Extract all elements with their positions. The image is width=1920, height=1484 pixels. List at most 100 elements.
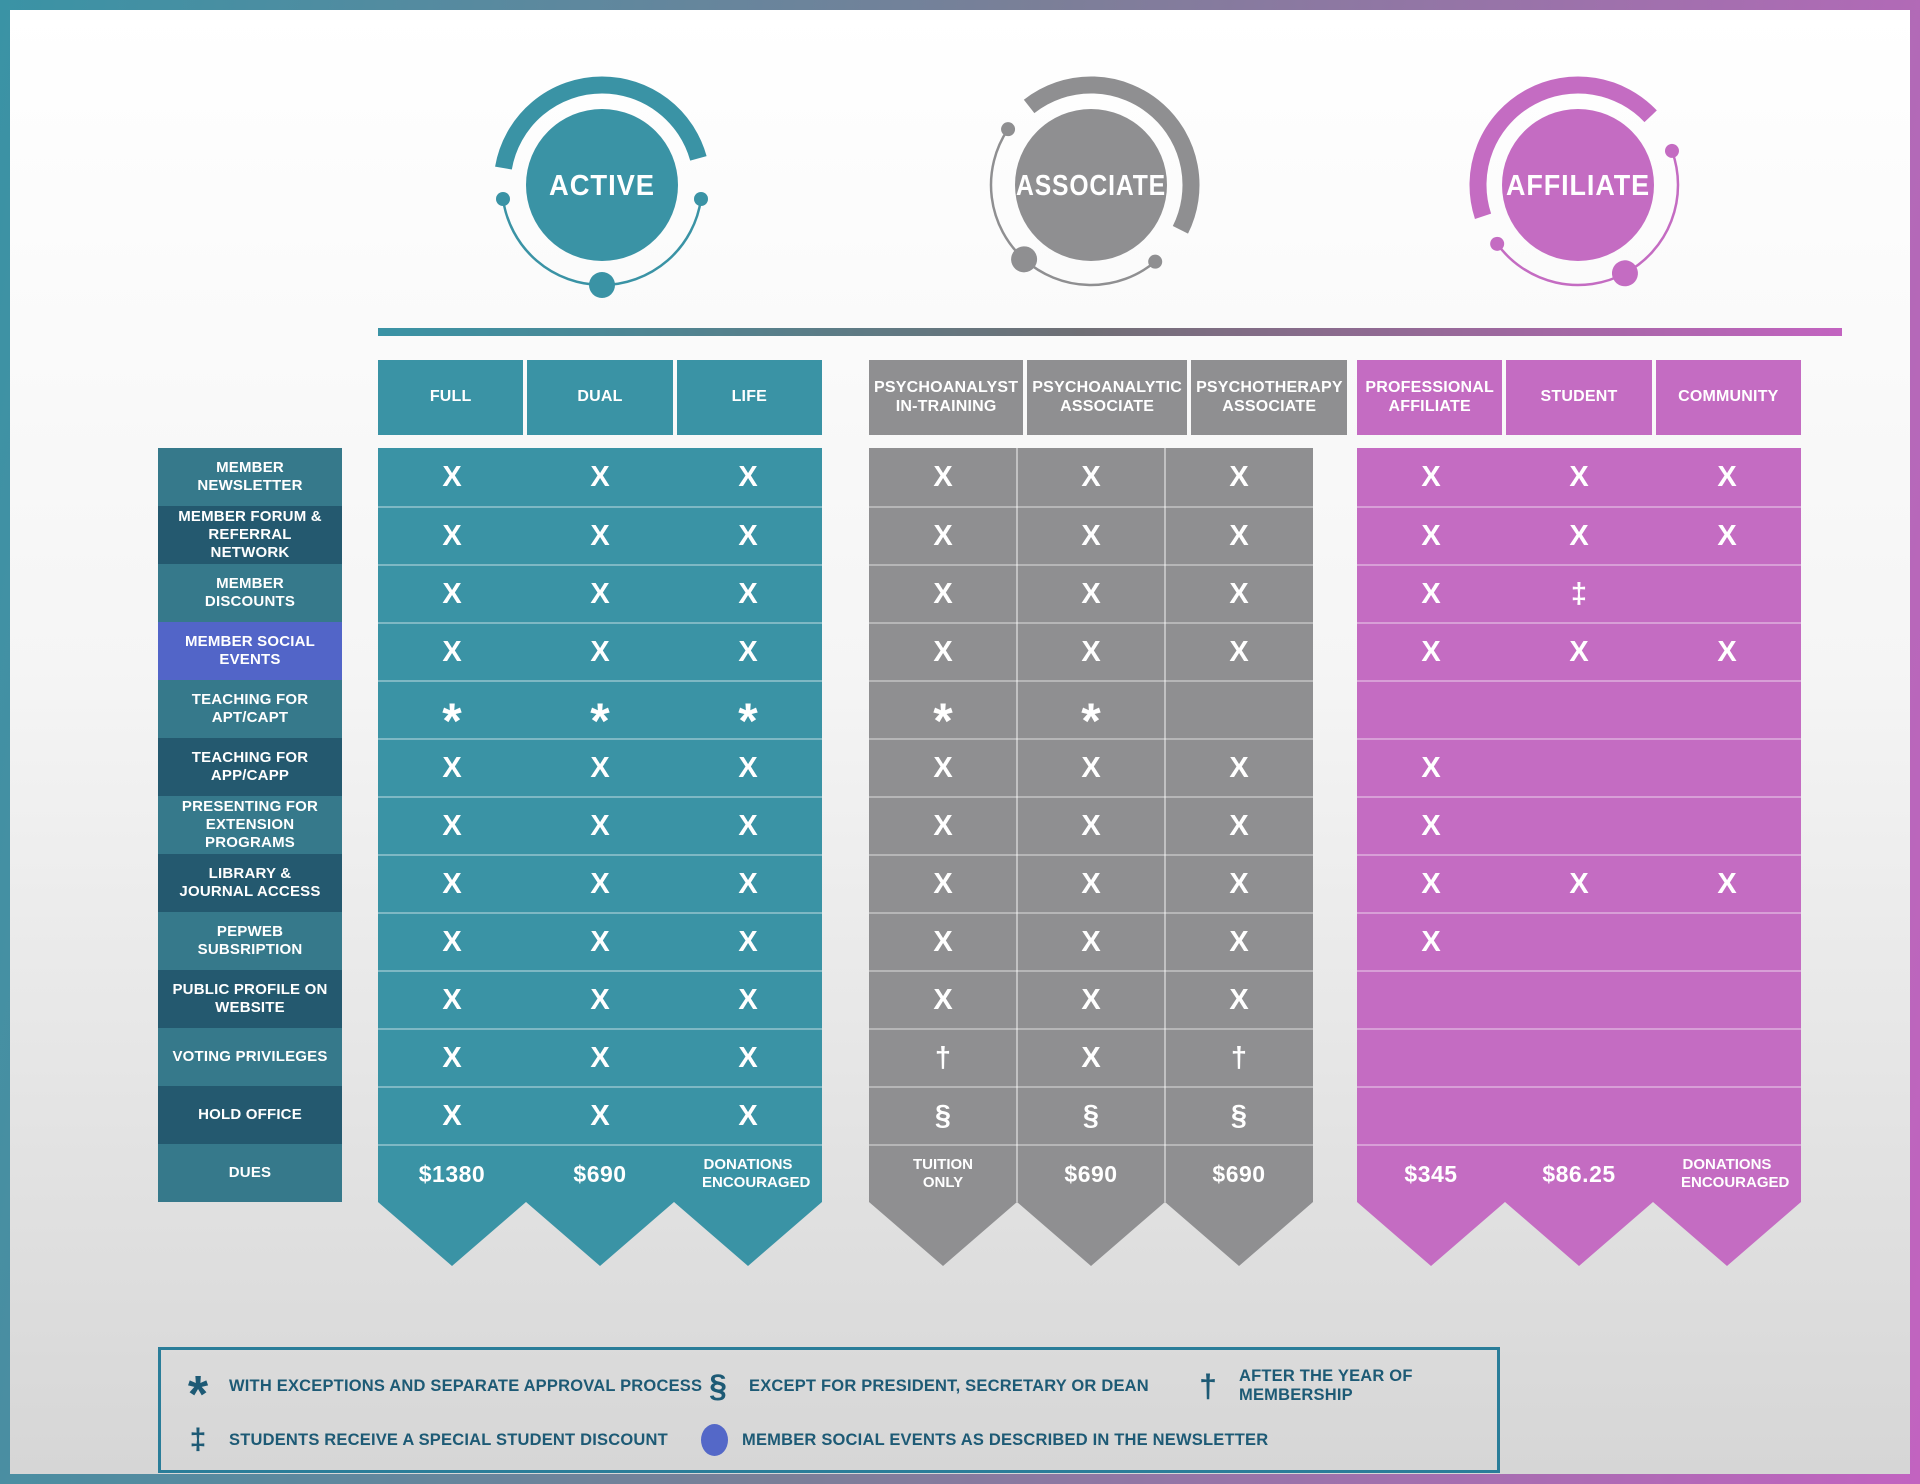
benefit-cell: X	[1717, 460, 1737, 493]
pennant-row	[869, 1202, 1313, 1266]
benefit-cell: X	[590, 809, 610, 842]
benefit-cell: X	[1081, 460, 1101, 493]
benefit-grid: X X X X X X X ‡ X X X X X X X X X $345 $86.25 DONATIONS ENC…	[1357, 448, 1801, 1202]
benefit-cell: X	[1717, 867, 1737, 900]
benefit-cell: X	[1569, 519, 1589, 552]
benefit-cell	[1357, 1030, 1505, 1086]
feature-row-label: TEACHING FOR APT/CAPT	[158, 680, 342, 738]
benefit-cell: X	[1081, 925, 1101, 958]
benefit-cell: X	[442, 1099, 462, 1132]
benefit-cell: §	[1082, 1099, 1100, 1132]
section-icon: §	[709, 1367, 727, 1404]
benefit-cell: §	[934, 1099, 952, 1132]
tier-group-associate: PSYCHOANALYST IN-TRAINING PSYCHOANALYTIC …	[869, 360, 1348, 1266]
benefit-cell: X	[1229, 577, 1249, 610]
benefit-cell: X	[738, 751, 758, 784]
benefit-cell: X	[1229, 519, 1249, 552]
benefit-cell: $86.25	[1542, 1160, 1616, 1187]
benefit-cell	[1653, 914, 1801, 970]
legend-item: * WITH EXCEPTIONS AND SEPARATE APPROVAL P…	[187, 1366, 703, 1424]
tier-group-active: FULL DUAL LIFE X X X X X X X X X X X X * * * X X X X X X X X X X X X…	[378, 360, 822, 1266]
benefit-cell: X	[933, 577, 953, 610]
benefit-cell: X	[590, 577, 610, 610]
benefit-row	[1357, 680, 1801, 738]
benefit-cell: X	[738, 635, 758, 668]
benefit-cell: X	[933, 751, 953, 784]
benefit-cell	[1653, 798, 1801, 854]
benefit-row: X	[1357, 796, 1801, 854]
benefit-cell: X	[1569, 635, 1589, 668]
column-header: PSYCHOTHERAPY ASSOCIATE	[1191, 360, 1348, 435]
benefit-cell	[1653, 682, 1801, 738]
benefit-cell	[1505, 914, 1653, 970]
tier-gradient-rule	[378, 328, 1842, 336]
benefit-cell: X	[933, 460, 953, 493]
benefit-cell: †	[1230, 1041, 1248, 1074]
benefit-row: * * *	[378, 680, 822, 749]
benefit-cell: X	[1081, 635, 1101, 668]
benefit-cell: X	[442, 867, 462, 900]
dagger-icon: †	[1199, 1367, 1217, 1404]
benefit-cell: X	[738, 925, 758, 958]
benefit-cell: X	[1717, 635, 1737, 668]
benefit-cell: §	[1230, 1099, 1248, 1132]
benefit-cell: X	[1229, 925, 1249, 958]
benefit-cell: X	[1229, 809, 1249, 842]
benefit-cell: X	[590, 867, 610, 900]
membership-tier-badge-affiliate: AFFILIATE	[1469, 76, 1687, 294]
benefit-cell: X	[738, 577, 758, 610]
benefit-cell: X	[1229, 460, 1249, 493]
benefit-cell: X	[442, 809, 462, 842]
benefit-cell: X	[1229, 751, 1249, 784]
infographic-background: ACTIVE ASSOCIATE	[10, 10, 1910, 1474]
legend-item: ‡ STUDENTS RECEIVE A SPECIAL STUDENT DISC…	[181, 1420, 668, 1460]
benefit-cell: X	[1569, 867, 1589, 900]
column-pennant	[1505, 1202, 1653, 1266]
benefit-cell: X	[1081, 983, 1101, 1016]
feature-row-label: MEMBER SOCIAL EVENTS	[158, 622, 342, 680]
benefit-cell: $690	[573, 1160, 627, 1187]
benefit-cell	[1357, 1088, 1505, 1144]
benefit-cell	[1505, 740, 1653, 796]
column-pennant	[674, 1202, 822, 1266]
benefit-cell: X	[590, 751, 610, 784]
benefit-cell: X	[1421, 809, 1441, 842]
benefit-row: * *	[869, 680, 1313, 749]
benefit-row: X ‡	[1357, 564, 1801, 622]
benefit-cell	[1357, 972, 1505, 1028]
benefit-cell: X	[738, 1099, 758, 1132]
benefit-cell	[1653, 1030, 1801, 1086]
legend-item: § EXCEPT FOR PRESIDENT, SECRETARY OR DEAN	[701, 1366, 1149, 1406]
membership-tier-badge-associate: ASSOCIATE	[982, 76, 1200, 294]
legend-text: WITH EXCEPTIONS AND SEPARATE APPROVAL PR…	[229, 1376, 703, 1395]
social-events-dot-icon	[701, 1424, 728, 1456]
benefit-cell: X	[1421, 519, 1441, 552]
benefit-cell: X	[1421, 925, 1441, 958]
column-header: LIFE	[676, 360, 822, 435]
feature-row-label: MEMBER FORUM & REFERRAL NETWORK	[158, 506, 342, 564]
benefit-cell: X	[590, 1041, 610, 1074]
tier-group-affiliate: PROFESSIONAL AFFILIATE STUDENT COMMUNITY X…	[1357, 360, 1801, 1266]
benefit-row: † X †	[869, 1028, 1313, 1086]
benefit-cell	[1505, 798, 1653, 854]
benefit-row: X	[1357, 738, 1801, 796]
column-header: COMMUNITY	[1655, 360, 1801, 435]
benefit-cell: X	[933, 983, 953, 1016]
membership-tier-badge-active: ACTIVE	[493, 76, 711, 298]
feature-row-label: HOLD OFFICE	[158, 1086, 342, 1144]
benefit-cell: *	[738, 693, 758, 749]
benefit-cell: X	[590, 460, 610, 493]
benefit-row: § § §	[869, 1086, 1313, 1144]
pennant-row	[1357, 1202, 1801, 1266]
benefit-cell: X	[1229, 867, 1249, 900]
benefit-cell: *	[1081, 693, 1101, 749]
benefit-cell: X	[738, 867, 758, 900]
